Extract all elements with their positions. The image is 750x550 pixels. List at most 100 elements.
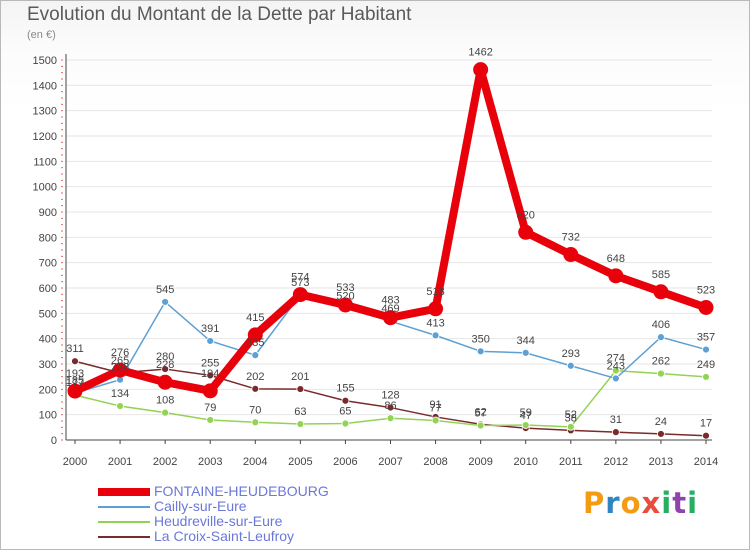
y-tick-label: 1000 — [33, 182, 57, 194]
data-label: 406 — [652, 319, 670, 331]
data-point — [337, 297, 353, 313]
data-label: 413 — [426, 317, 444, 329]
legend-swatch — [98, 521, 150, 523]
data-point — [67, 383, 83, 399]
data-label: 820 — [517, 209, 535, 221]
brand-letter: r — [605, 486, 621, 520]
data-point — [251, 351, 260, 360]
data-point — [112, 362, 128, 378]
y-tick-label: 400 — [39, 334, 57, 346]
data-label: 280 — [156, 351, 174, 363]
data-label: 533 — [336, 282, 354, 294]
brand-logo[interactable]: Proxiti — [583, 486, 698, 520]
x-tick-label: 2002 — [153, 456, 177, 468]
data-point — [71, 357, 79, 366]
data-point — [566, 422, 575, 431]
data-point — [428, 301, 444, 317]
data-point — [386, 403, 395, 412]
x-tick-label: 2006 — [333, 456, 357, 468]
x-tick-label: 2007 — [378, 456, 402, 468]
x-tick-label: 2012 — [604, 456, 628, 468]
data-label: 31 — [610, 414, 622, 426]
data-label: 520 — [336, 290, 354, 302]
data-label: 185 — [66, 375, 84, 387]
y-tick-label: 0 — [51, 435, 57, 447]
x-tick-label: 2014 — [694, 456, 718, 468]
data-label: 238 — [111, 362, 129, 374]
data-label: 65 — [339, 406, 351, 418]
data-point — [521, 421, 530, 429]
series-line-0 — [71, 65, 710, 396]
x-tick-label: 2008 — [423, 456, 447, 468]
y-tick-label: 500 — [39, 308, 57, 320]
data-point — [566, 361, 575, 370]
data-point — [206, 416, 215, 424]
data-label: 276 — [111, 347, 129, 359]
data-point — [161, 298, 170, 306]
y-tick-label: 200 — [39, 384, 57, 396]
data-point — [296, 420, 305, 428]
x-tick-label: 2004 — [243, 456, 267, 468]
data-point — [476, 421, 485, 430]
data-point — [521, 348, 530, 357]
data-label: 357 — [697, 332, 715, 344]
y-tick-label: 900 — [39, 207, 57, 219]
data-label: 228 — [156, 359, 174, 371]
data-point — [608, 268, 624, 284]
y-tick-label: 1500 — [33, 55, 57, 67]
brand-letter: i — [661, 486, 673, 520]
data-point — [702, 431, 710, 440]
data-point — [161, 408, 170, 417]
data-label: 262 — [652, 356, 670, 368]
legend-swatch — [98, 536, 150, 538]
data-label: 79 — [204, 402, 216, 414]
data-label: 70 — [249, 404, 261, 416]
data-label: 24 — [655, 416, 667, 428]
data-label: 415 — [246, 312, 264, 324]
data-point — [157, 374, 173, 390]
x-tick-label: 2009 — [468, 456, 492, 468]
data-label: 202 — [246, 371, 264, 383]
data-point — [383, 310, 398, 326]
y-tick-label: 800 — [39, 232, 57, 244]
data-point — [386, 414, 395, 423]
data-label: 574 — [291, 272, 309, 284]
data-point — [657, 333, 665, 342]
data-point — [473, 62, 489, 78]
data-label: 77 — [429, 402, 441, 414]
data-label: 52 — [565, 409, 577, 421]
data-point — [611, 366, 620, 375]
brand-letter: P — [583, 486, 606, 520]
x-tick-label: 2001 — [108, 456, 132, 468]
data-point — [653, 284, 669, 300]
data-label: 177 — [66, 377, 84, 389]
data-point — [476, 347, 485, 356]
data-label: 243 — [607, 360, 625, 372]
y-tick-label: 1200 — [33, 131, 57, 143]
data-label: 469 — [381, 303, 399, 315]
data-point — [341, 396, 350, 405]
legend-swatch — [98, 488, 150, 496]
brand-letter: x — [641, 486, 662, 520]
legend-label: Heudreville-sur-Eure — [154, 513, 283, 529]
x-tick-label: 2010 — [513, 456, 537, 468]
data-label: 47 — [520, 410, 532, 422]
data-label: 293 — [562, 348, 580, 360]
data-label: 194 — [201, 368, 219, 380]
brand-letter: o — [620, 486, 642, 520]
data-label: 1462 — [468, 47, 492, 59]
legend-label: La Croix-Saint-Leufroy — [154, 528, 295, 544]
data-point — [611, 428, 620, 437]
data-point — [657, 369, 665, 378]
data-label: 265 — [111, 355, 129, 367]
data-label: 57 — [475, 408, 487, 420]
data-point — [202, 383, 218, 399]
data-point — [116, 402, 124, 410]
data-label: 249 — [697, 359, 715, 371]
y-tick-label: 1400 — [33, 80, 57, 92]
y-tick-label: 1300 — [33, 106, 57, 118]
x-tick-label: 2013 — [649, 456, 673, 468]
data-label: 545 — [156, 284, 174, 296]
data-point — [206, 371, 215, 380]
